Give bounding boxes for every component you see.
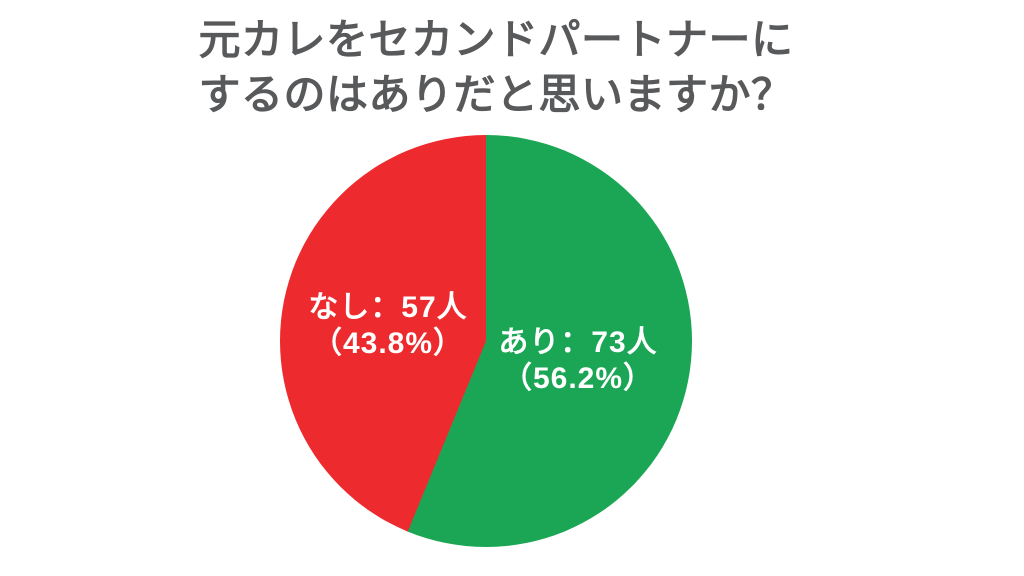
chart-title-line2: するのはありだと思いますか？ [198,71,794,119]
slice-nashi-value: なし：57人 [308,291,468,324]
pie-slice-label-nashi: なし：57人 （43.8%） [308,290,467,362]
slice-ari-percent: （56.2%） [501,362,655,395]
chart-title-line1: 元カレをセカンドパートナーに [198,16,794,63]
slice-nashi-percent: （43.8%） [311,327,465,360]
chart-title: 元カレをセカンドパートナーに するのはありだと思いますか？ [0,12,1008,122]
pie-slice-label-ari: あり：73人 （56.2%） [498,325,657,397]
slice-ari-value: あり：73人 [498,326,658,359]
pie-chart [280,135,692,547]
